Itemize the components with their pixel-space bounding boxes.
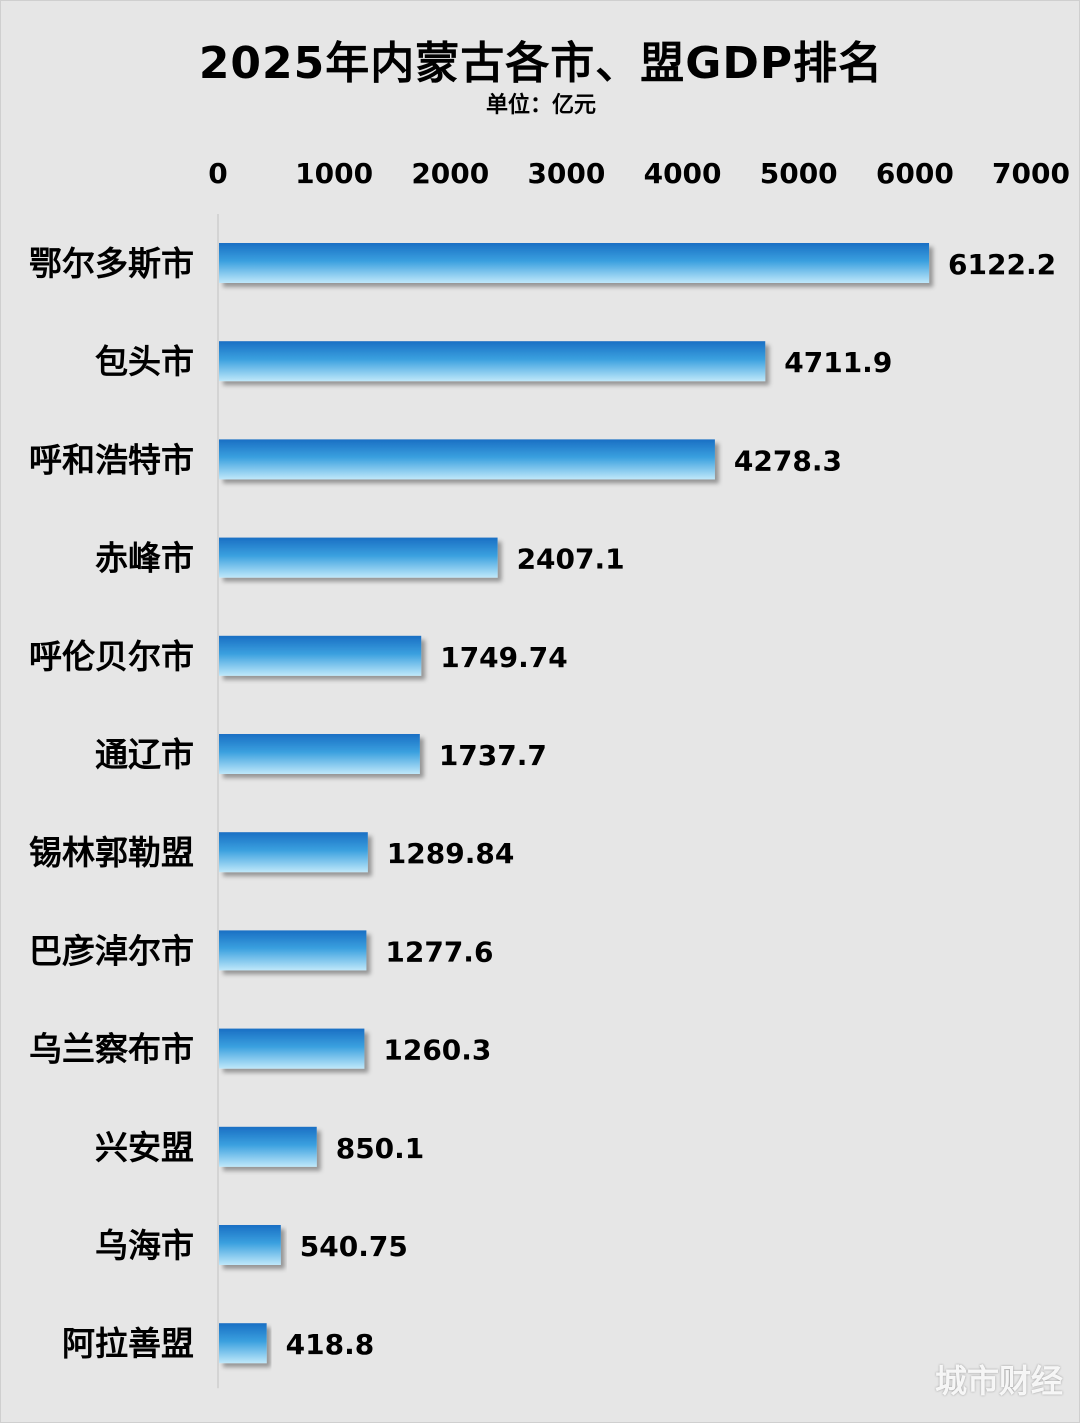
bar [219, 930, 367, 971]
x-tick-label: 1000 [295, 157, 373, 190]
value-label: 4278.3 [734, 444, 842, 477]
bars-group: 鄂尔多斯市 6122.2 包头市 4711.9 呼和浩特市 4278.3 赤峰市 2407.1… [29, 243, 1056, 1364]
bar [219, 1028, 365, 1069]
value-label: 4711.9 [784, 346, 892, 379]
x-axis: 0 1000 2000 3000 4000 5000 6000 7000 [208, 157, 1070, 1389]
bar [219, 341, 766, 382]
value-label: 6122.2 [948, 248, 1056, 281]
x-tick-label: 0 [208, 157, 227, 190]
bar [219, 1126, 317, 1167]
category-label: 通辽市 [95, 735, 194, 774]
chart-subtitle: 单位：亿元 [485, 93, 596, 118]
value-label: 850.1 [336, 1132, 425, 1165]
value-label: 2407.1 [517, 543, 625, 576]
value-label: 1277.6 [385, 935, 493, 968]
category-label: 包头市 [95, 342, 194, 381]
value-label: 1260.3 [383, 1034, 491, 1067]
category-label: 呼伦贝尔市 [29, 637, 194, 676]
category-label: 赤峰市 [95, 539, 194, 578]
x-tick-label: 5000 [760, 157, 838, 190]
category-label: 呼和浩特市 [29, 440, 194, 479]
watermark: 城市财经 [934, 1362, 1063, 1400]
value-label: 1289.84 [387, 837, 515, 870]
category-label: 乌兰察布市 [29, 1030, 194, 1069]
category-label: 巴彦淖尔市 [29, 931, 194, 970]
value-label: 418.8 [286, 1328, 375, 1361]
value-label: 1749.74 [440, 641, 568, 674]
category-label: 阿拉善盟 [62, 1324, 194, 1363]
bar [219, 439, 715, 480]
bar [219, 734, 420, 774]
category-label: 兴安盟 [95, 1128, 194, 1167]
bar [219, 537, 498, 578]
value-label: 1737.7 [439, 739, 547, 772]
category-label: 乌海市 [95, 1226, 194, 1265]
x-tick-label: 2000 [411, 157, 489, 190]
x-tick-label: 6000 [876, 157, 954, 190]
value-label: 540.75 [300, 1230, 408, 1263]
x-tick-label: 3000 [527, 157, 605, 190]
bar [219, 1323, 267, 1364]
bar [219, 635, 422, 676]
bar [219, 832, 368, 873]
x-tick-label: 7000 [992, 157, 1070, 190]
category-label: 鄂尔多斯市 [29, 244, 194, 283]
category-label: 锡林郭勒盟 [29, 833, 194, 872]
bar [219, 1225, 281, 1265]
chart-title: 2025年内蒙古各市、盟GDP排名 [198, 38, 884, 89]
bar [219, 243, 930, 283]
x-tick-label: 4000 [644, 157, 722, 190]
